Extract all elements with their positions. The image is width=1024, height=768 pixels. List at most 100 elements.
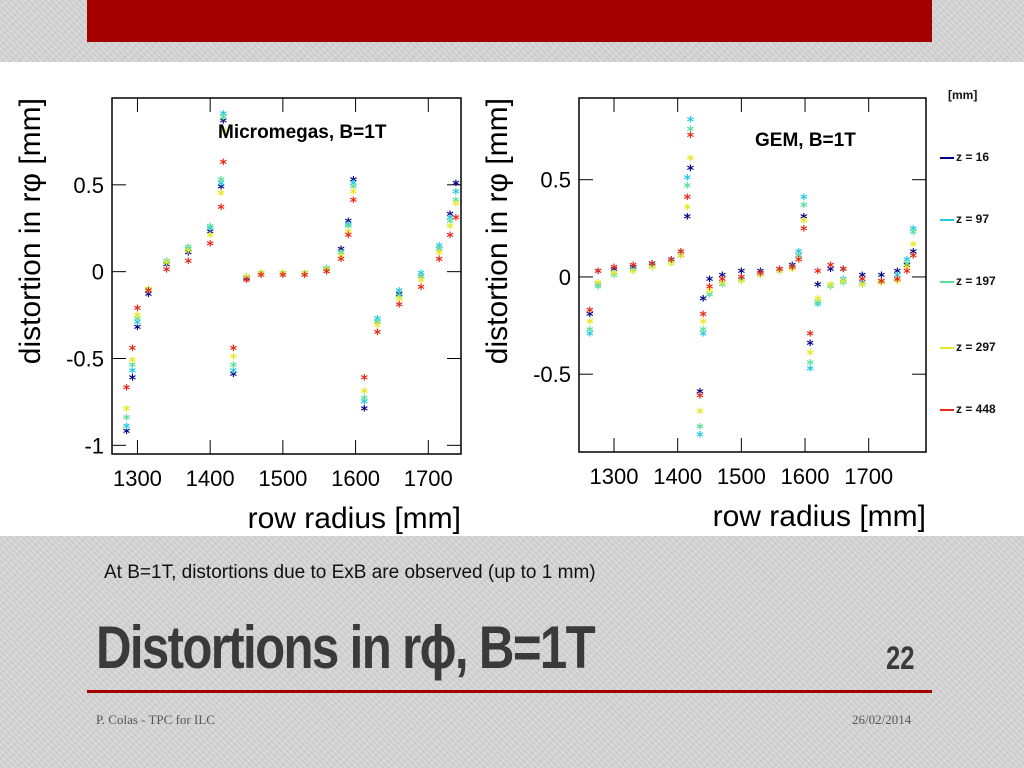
data-point: * [699,328,707,344]
data-point: * [301,268,309,284]
data-point: * [361,404,369,420]
data-point: * [757,270,765,286]
data-point: * [123,404,131,420]
data-point: * [586,305,594,321]
data-point: * [436,240,444,256]
data-point: * [719,270,727,286]
data-point: * [706,289,714,305]
plot-title: Micromegas, B=1T [218,122,387,143]
series-z-97: *********** * * * *********** [123,108,460,437]
legend-item: z = 197 [940,274,996,288]
data-point: * [220,126,228,142]
data-point: * [910,247,918,263]
x-tick-label: 1300 [113,466,162,491]
data-point: * [859,274,867,290]
data-point: * [687,114,695,130]
data-point: * [163,258,171,274]
data-point: * [123,383,131,399]
data-point: * [257,268,265,284]
legend-item: z = 16 [940,150,989,164]
legend-swatch [940,218,954,221]
data-point: * [878,278,886,294]
data-point: * [586,317,594,333]
data-point: * [323,265,331,281]
data-point: * [301,268,309,284]
data-point: * [827,280,835,296]
x-tick-label: 1700 [844,464,893,489]
data-point: * [417,272,425,288]
data-point: * [452,213,460,229]
data-point: * [230,360,238,376]
data-point: * [257,268,265,284]
data-point: * [859,270,867,286]
data-point: * [649,262,657,278]
data-point: * [687,163,695,179]
data-point: * [827,280,835,296]
data-point: * [337,247,345,263]
data-point: * [594,266,602,282]
data-point: * [323,263,331,279]
plot-title: GEM, B=1T [755,130,856,151]
data-point: * [134,313,142,329]
x-axis-label: row radius [mm] [713,500,926,533]
data-point: * [610,268,618,284]
data-point: * [323,266,331,282]
data-point: * [903,260,911,276]
plots-panel [0,62,1024,536]
data-point: * [903,266,911,282]
data-point: * [684,192,692,208]
series-z-16: *********** * * * *********** [123,115,460,442]
data-point: * [878,276,886,292]
data-point: * [795,247,803,263]
data-point: * [903,258,911,274]
data-point: * [789,262,797,278]
data-point: * [206,221,214,237]
data-point: * [257,268,265,284]
data-point: * [361,393,369,409]
data-point: * [345,230,353,246]
data-point: * [719,278,727,294]
x-axis-label: row radius [mm] [248,502,461,535]
slide-caption: At B=1T, distortions due to ExB are obse… [104,562,596,583]
data-point: * [123,421,131,437]
y-tick-label: 0 [559,265,571,290]
data-point: * [396,285,404,301]
data-point: * [878,270,886,286]
data-point: * [719,274,727,290]
data-point: * [706,289,714,305]
legend-swatch [940,280,954,283]
data-point: * [129,360,137,376]
data-point: * [374,320,382,336]
data-point: * [910,227,918,243]
data-point: * [446,230,454,246]
legend-item: z = 297 [940,340,996,354]
data-point: * [350,178,358,194]
data-point: * [436,247,444,263]
data-point: * [738,276,746,292]
top-accent-bar [87,0,932,42]
data-point: * [699,309,707,325]
data-point: * [217,178,225,194]
data-point: * [789,262,797,278]
data-point: * [145,285,153,301]
data-point: * [145,285,153,301]
data-point: * [789,264,797,280]
data-point: * [594,280,602,296]
data-point: * [436,254,444,270]
data-point: * [649,258,657,274]
legend-label: z = 297 [956,340,996,354]
data-point: * [337,244,345,260]
data-point: * [417,282,425,298]
data-point: * [776,266,784,282]
data-point: * [134,317,142,333]
series-z-97: *** * * * ******* * * * ****** * * * *** [586,114,917,445]
data-point: * [668,254,676,270]
data-point: * [629,262,637,278]
series-z-197: *** * * ******** * * * ****** * * * *** [586,124,917,438]
data-point: * [206,226,214,242]
micromegas-plot: 1300 1400 1500 1600 1700 0.5 0 -0.5 -1 row radius… [14,97,462,535]
data-point: * [903,262,911,278]
y-axis-label: distortion in rφ [mm] [14,98,47,364]
plot-frame [578,97,927,453]
legend-swatch [940,346,954,349]
